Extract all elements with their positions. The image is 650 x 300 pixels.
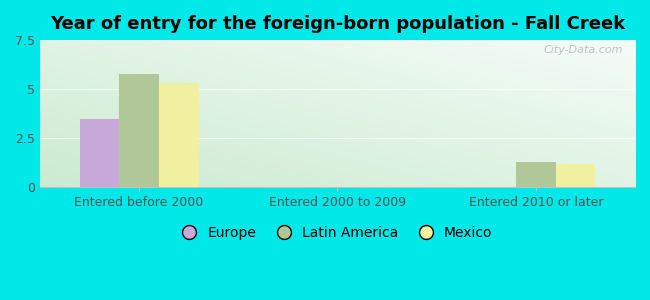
Bar [119, 74, 159, 188]
Text: City-Data.com: City-Data.com [543, 44, 623, 55]
Legend: Europe, Latin America, Mexico: Europe, Latin America, Mexico [177, 221, 498, 246]
Bar [556, 164, 595, 188]
Bar [159, 83, 198, 188]
Bar [516, 162, 556, 188]
Title: Year of entry for the foreign-born population - Fall Creek: Year of entry for the foreign-born popul… [50, 15, 625, 33]
Bar [79, 118, 119, 188]
